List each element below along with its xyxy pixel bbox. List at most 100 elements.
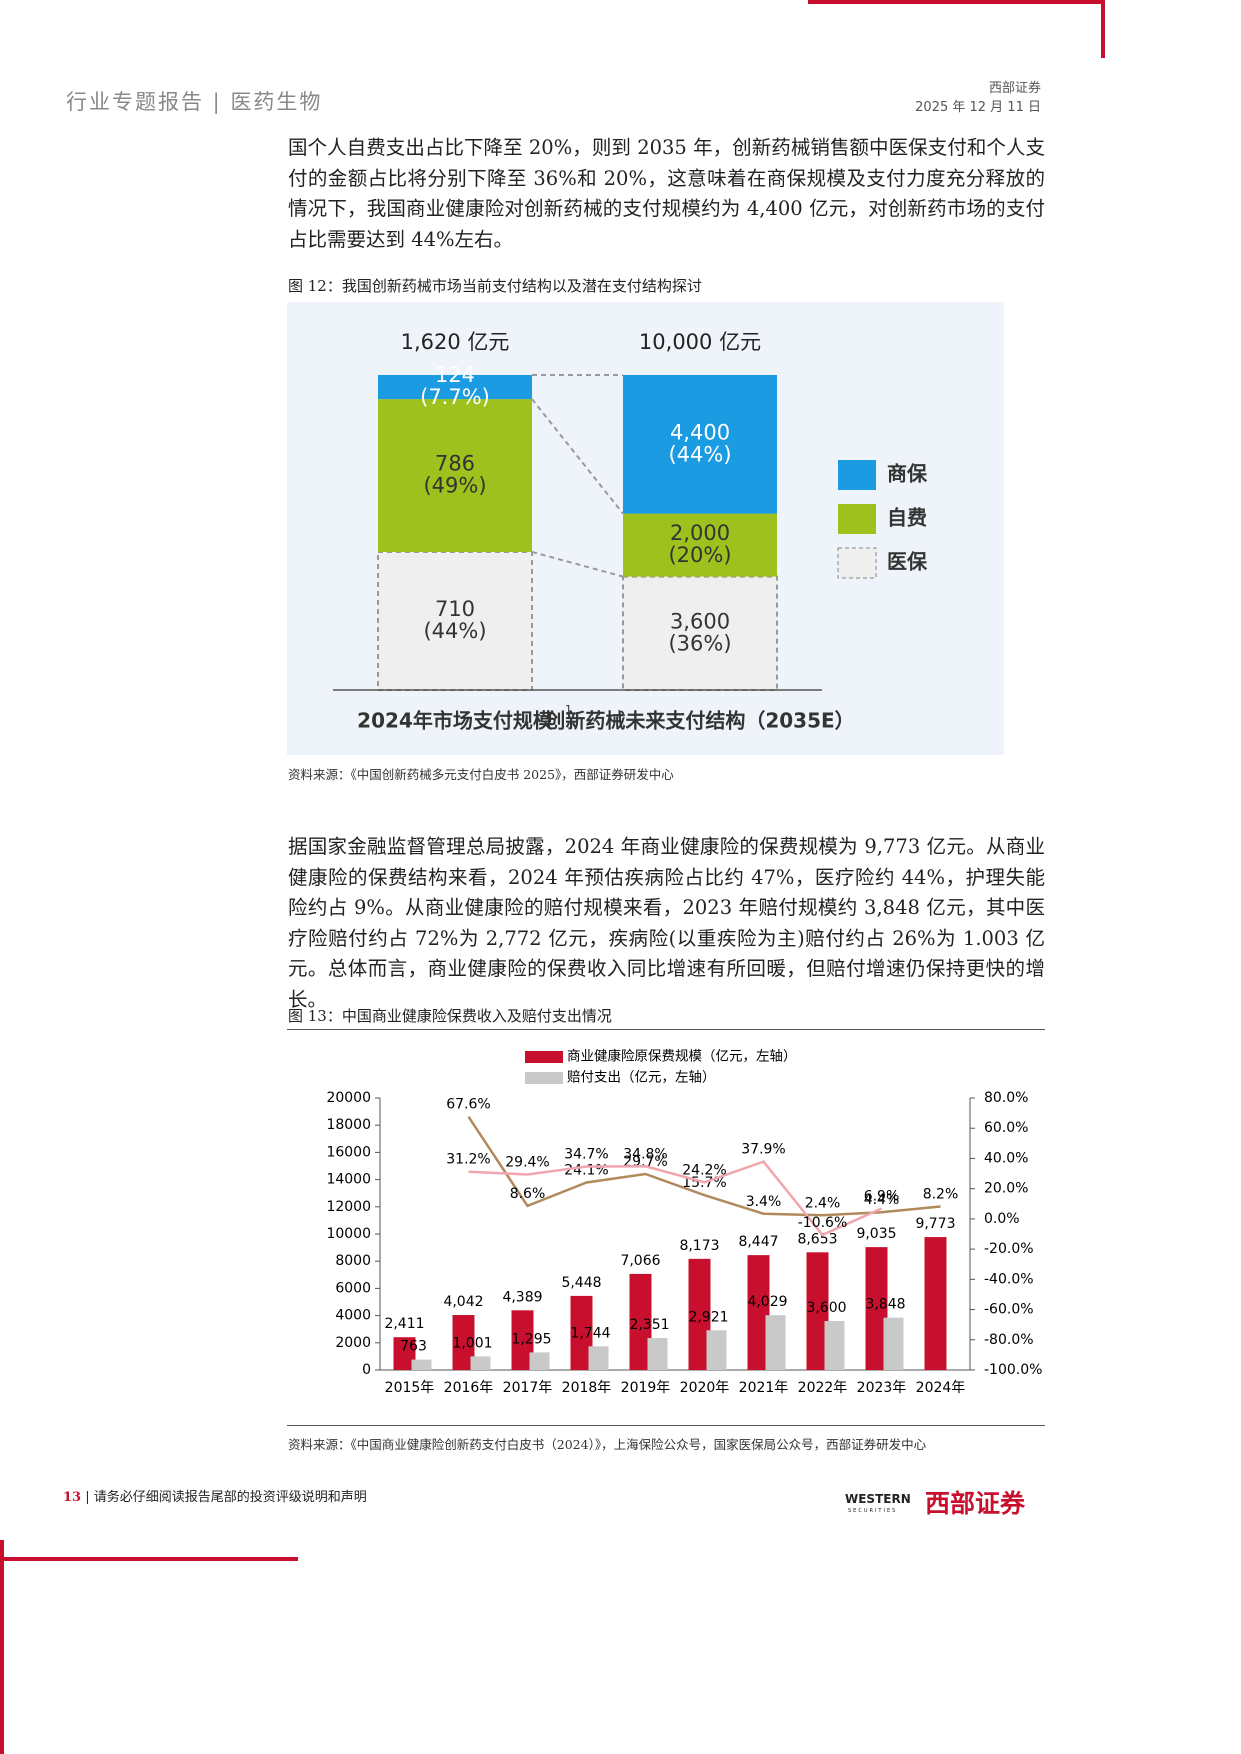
share-label: (20%) <box>668 543 731 567</box>
rule <box>287 1029 1045 1030</box>
legend-label: 自费 <box>887 506 927 530</box>
figure-source: 资料来源：《中国创新药械多元支付白皮书 2025》，西部证券研发中心 <box>288 767 674 782</box>
chart: 0 2000 4000 6000 8000 10000 12000 14000 16000 180… <box>326 1048 1042 1397</box>
value-label: 2,351 <box>629 1317 669 1333</box>
x-tick-label: 2022年 <box>798 1380 848 1396</box>
y2-tick-label: -40.0% <box>984 1271 1034 1287</box>
value-label: 3,600 <box>806 1300 846 1316</box>
value-label: 34.8% <box>623 1146 667 1162</box>
bar <box>570 1295 593 1370</box>
x-tick-label: 2024年 <box>916 1380 966 1396</box>
paragraph: 据国家金融监督管理总局披露，2024 年商业健康险的保费规模为 9,773 亿元… <box>288 835 1045 1011</box>
value-label: 4,029 <box>747 1294 787 1310</box>
y-tick-label: 10000 <box>326 1226 371 1242</box>
footnote: 1 <box>565 703 572 716</box>
bar <box>806 1252 829 1370</box>
bar <box>688 1258 711 1370</box>
value-label: 5,448 <box>561 1275 601 1291</box>
value-label: 24.1% <box>564 1162 608 1178</box>
value-label: 124 <box>435 363 475 387</box>
bar <box>824 1321 845 1370</box>
x-tick-label: 2019年 <box>621 1380 671 1396</box>
y2-tick-label: -60.0% <box>984 1302 1034 1318</box>
value-label: -10.6% <box>798 1215 848 1231</box>
value-label: 763 <box>400 1339 427 1355</box>
value-label: 4,400 <box>670 420 730 444</box>
value-label: 31.2% <box>446 1152 490 1168</box>
total-label: 1,620 亿元 <box>401 330 510 354</box>
total-label: 10,000 亿元 <box>639 330 761 354</box>
deco <box>808 0 1105 4</box>
share-label: (7.7%) <box>420 385 490 409</box>
legend-label: 商保 <box>887 462 928 486</box>
y2-tick-label: -20.0% <box>984 1241 1034 1257</box>
x-tick-label: 2023年 <box>857 1380 907 1396</box>
y-tick-label: 20000 <box>326 1090 371 1106</box>
value-label: 1,744 <box>570 1325 610 1341</box>
y2-tick-label: 40.0% <box>984 1150 1028 1166</box>
y-tick-label: 4000 <box>335 1308 371 1324</box>
y-tick-label: 18000 <box>326 1117 371 1133</box>
logo-sub: SECURITIES <box>848 1508 898 1514</box>
paragraph: 国个人自费支出占比下降至 20%，则到 2035 年，创新药械销售额中医保支付和… <box>288 136 1045 251</box>
bar <box>529 1352 550 1370</box>
page-number: 13 <box>63 1490 82 1505</box>
share-label: (44%) <box>668 442 731 466</box>
value-label: 67.6% <box>446 1097 490 1113</box>
category-label: 2024年市场支付规模 <box>357 709 554 733</box>
bar-segment <box>378 375 532 400</box>
value-label: 29.4% <box>505 1154 549 1170</box>
deco <box>0 1557 298 1561</box>
x-tick-label: 2017年 <box>503 1380 553 1396</box>
bar-segment <box>378 399 532 552</box>
bar <box>706 1330 727 1370</box>
value-label: 9,773 <box>915 1216 955 1232</box>
line <box>468 1160 883 1237</box>
y-tick-label: 12000 <box>326 1199 371 1215</box>
legend-label: 医保 <box>887 550 928 574</box>
x-tick-label: 2018年 <box>562 1380 612 1396</box>
bar-segment <box>623 513 777 577</box>
value-label: 3.4% <box>746 1194 782 1210</box>
chart: 710 (44%) 786(49%) 124(7.7%) 1,620 亿元 2024年市场… <box>287 302 1004 755</box>
y2-tick-label: -80.0% <box>984 1332 1034 1348</box>
header-left: 行业专题报告 | 医药生物 <box>66 90 323 114</box>
value-label: 3,600 <box>670 609 730 633</box>
value-label: 8,173 <box>679 1238 719 1254</box>
bar <box>865 1247 888 1370</box>
x-tick-label: 2020年 <box>680 1380 730 1396</box>
value-label: 6.9% <box>864 1188 900 1204</box>
bar <box>411 1359 432 1370</box>
value-label: 786 <box>435 452 475 476</box>
footer-note: 请务必仔细阅读报告尾部的投资评级说明和声明 <box>93 1490 367 1505</box>
value-label: 8,653 <box>797 1231 837 1247</box>
value-label: 9,035 <box>856 1226 896 1242</box>
bar-segment <box>377 550 533 691</box>
value-label: 2,411 <box>384 1316 424 1332</box>
legend-label: 商业健康险原保费规模（亿元，左轴） <box>567 1048 797 1065</box>
category-label: 创新药械未来支付结构（2035E） <box>544 709 854 733</box>
figure-caption: 图 13：中国商业健康险保费收入及赔付支出情况 <box>288 1007 612 1025</box>
bar <box>883 1317 904 1370</box>
legend-swatch <box>837 547 877 579</box>
bar-segment <box>623 375 777 514</box>
y-tick-label: 14000 <box>326 1172 371 1188</box>
y2-tick-label: 60.0% <box>984 1120 1028 1136</box>
value-label: 8.6% <box>510 1186 546 1202</box>
value-label: 710 <box>435 597 475 621</box>
figure-source: 资料来源：《中国商业健康险创新药支付白皮书（2024）》，上海保险公众号，国家医… <box>288 1437 927 1452</box>
value-label: 7,066 <box>620 1253 660 1269</box>
connector <box>531 398 624 515</box>
value-label: 34.7% <box>564 1146 608 1162</box>
bar <box>452 1315 475 1370</box>
y2-tick-label: -100.0% <box>984 1362 1042 1378</box>
y2-tick-label: 0.0% <box>984 1211 1020 1227</box>
y-tick-label: 16000 <box>326 1144 371 1160</box>
value-label: 4,389 <box>502 1289 542 1305</box>
share-label: (49%) <box>423 474 486 498</box>
y2-tick-label: 80.0% <box>984 1090 1028 1106</box>
value-label: 2.4% <box>805 1195 841 1211</box>
value-label: 8.2% <box>923 1186 959 1202</box>
bar <box>588 1346 609 1370</box>
